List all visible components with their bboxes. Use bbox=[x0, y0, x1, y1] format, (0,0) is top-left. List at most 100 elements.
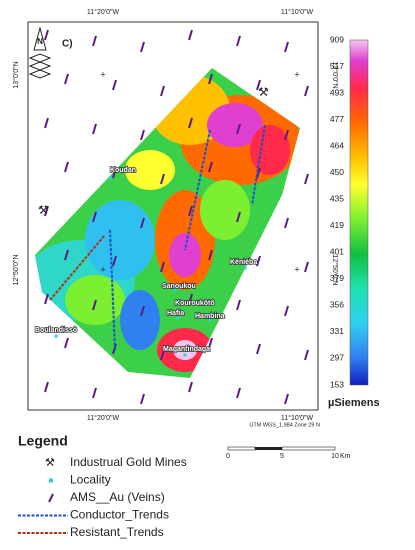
vein bbox=[160, 349, 165, 361]
vein bbox=[44, 381, 49, 393]
grid-cross: + bbox=[294, 264, 299, 274]
mine-icon: ⚒ bbox=[38, 203, 49, 217]
place-label: Hambina bbox=[195, 313, 225, 320]
vein bbox=[64, 337, 69, 349]
svg-text:N: N bbox=[37, 37, 43, 46]
legend-label: Resistant_Trends bbox=[70, 525, 164, 539]
grid-cross: + bbox=[100, 264, 105, 274]
vein bbox=[160, 173, 165, 185]
color-bar-unit: µSiemens bbox=[328, 397, 380, 409]
vein bbox=[92, 387, 97, 399]
vein bbox=[236, 123, 241, 135]
vein bbox=[188, 293, 193, 305]
vein bbox=[112, 255, 117, 267]
vein bbox=[112, 167, 117, 179]
color-bar-label: 517 bbox=[330, 61, 344, 71]
grid-cross: + bbox=[294, 69, 299, 79]
locality-marker bbox=[54, 334, 58, 338]
place-label: Sanoukou bbox=[162, 283, 196, 290]
vein bbox=[208, 73, 213, 85]
vein bbox=[44, 117, 49, 129]
vein bbox=[92, 35, 97, 47]
vein bbox=[92, 211, 97, 223]
panel-label: C) bbox=[62, 39, 73, 50]
place-label: Kéniéba bbox=[230, 259, 257, 266]
vein bbox=[256, 343, 261, 355]
legend-label: Locality bbox=[70, 473, 111, 487]
vein bbox=[44, 205, 49, 217]
color-bar-label: 153 bbox=[330, 379, 344, 389]
vein bbox=[188, 205, 193, 217]
north-arrow: N bbox=[28, 26, 52, 79]
color-bar-label: 401 bbox=[330, 247, 344, 257]
vein bbox=[112, 79, 117, 91]
vein bbox=[236, 387, 241, 399]
color-bar-label: 493 bbox=[330, 87, 344, 97]
vein bbox=[188, 29, 193, 41]
vein bbox=[44, 293, 49, 305]
projection: UTM WGS_1,984 Zone 29 N bbox=[249, 422, 320, 428]
vein bbox=[256, 79, 261, 91]
conductor-trend bbox=[184, 129, 211, 251]
conductor-trend bbox=[251, 124, 266, 206]
mine-icon: ⚒ bbox=[258, 85, 269, 99]
locality-marker bbox=[243, 266, 247, 270]
scale-bar bbox=[227, 446, 336, 451]
color-bar-label: 477 bbox=[330, 114, 344, 124]
scale-unit: Km bbox=[340, 453, 351, 460]
lat-label: 13°0'0"N bbox=[331, 61, 339, 88]
vein bbox=[304, 85, 309, 97]
vein bbox=[304, 173, 309, 185]
vein bbox=[64, 249, 69, 261]
legend-symbol: ⚒ bbox=[45, 457, 55, 469]
scale-label: 10 bbox=[331, 453, 339, 460]
color-bar-label: 297 bbox=[330, 353, 344, 363]
legend-symbol bbox=[48, 493, 54, 503]
vein bbox=[208, 249, 213, 261]
vein bbox=[208, 161, 213, 173]
vein bbox=[140, 217, 145, 229]
locality-marker bbox=[178, 298, 182, 302]
vein bbox=[64, 161, 69, 173]
vein bbox=[284, 129, 289, 141]
place-label: Koudan bbox=[110, 167, 136, 174]
color-bar-label: 909 bbox=[330, 34, 344, 44]
lon-label: 11°20'0"W bbox=[87, 414, 120, 422]
lon-label: 11°20'0"W bbox=[87, 8, 120, 16]
lat-label: 13°0'0"N bbox=[12, 61, 20, 88]
vein bbox=[236, 35, 241, 47]
vein bbox=[44, 29, 49, 41]
scale-label: 5 bbox=[280, 453, 284, 460]
legend-label: Conductor_Trends bbox=[70, 508, 169, 522]
vein bbox=[140, 393, 145, 405]
vein bbox=[92, 123, 97, 135]
place-label: Boulandissô bbox=[35, 327, 77, 334]
locality-marker bbox=[183, 353, 187, 357]
vein bbox=[92, 299, 97, 311]
place-label: Kouroukôtô bbox=[175, 300, 215, 307]
color-bar-label: 450 bbox=[330, 167, 344, 177]
grid-cross: + bbox=[100, 69, 105, 79]
lon-label: 11°10'0"W bbox=[281, 8, 314, 16]
color-bar-label: 419 bbox=[330, 220, 344, 230]
vein bbox=[284, 393, 289, 405]
vein bbox=[140, 41, 145, 53]
legend-symbol bbox=[49, 478, 53, 483]
place-label: Maganfindaga bbox=[163, 346, 210, 353]
vein bbox=[140, 305, 145, 317]
vein bbox=[140, 129, 145, 141]
scale-label: 0 bbox=[226, 453, 230, 460]
vein bbox=[160, 85, 165, 97]
vein bbox=[304, 349, 309, 361]
vein bbox=[236, 299, 241, 311]
legend-label: Industrual Gold Mines bbox=[70, 455, 187, 469]
vein bbox=[284, 305, 289, 317]
lat-label: 12°50'0"N bbox=[331, 254, 339, 285]
locality-marker bbox=[108, 176, 112, 180]
place-label: Hafia bbox=[167, 310, 184, 317]
resistant-trend bbox=[49, 234, 106, 301]
vein bbox=[284, 217, 289, 229]
color-bar-label: 356 bbox=[330, 300, 344, 310]
vein bbox=[188, 117, 193, 129]
ams-veins bbox=[44, 29, 309, 405]
